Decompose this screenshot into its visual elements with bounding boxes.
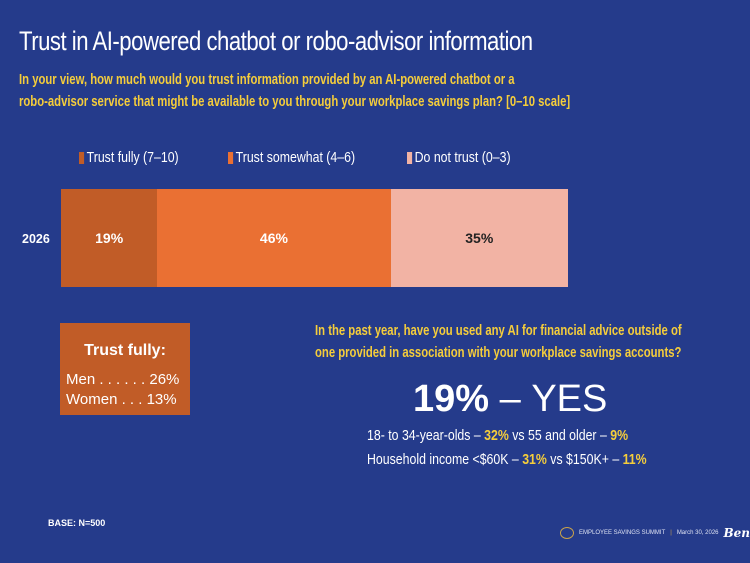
data-label: 35%: [465, 230, 494, 246]
headline-value: 19%: [413, 378, 490, 420]
bar-segment-2: 46%: [157, 189, 391, 287]
legend-swatch: [79, 152, 85, 164]
page-title: Trust in AI-powered chatbot or robo-advi…: [19, 26, 533, 56]
bar-segment-1: 19%: [61, 189, 158, 287]
trust-fully-heading: Trust fully:: [84, 342, 166, 359]
row-value: 13%: [146, 391, 177, 408]
legend-swatch: [407, 152, 413, 164]
question-line-2: robo-advisor service that might be avail…: [19, 94, 571, 110]
legend-label: Trust fully (7–10): [86, 150, 179, 166]
men-row: Men . . . . . . 26%: [66, 371, 179, 388]
stacked-bar: 19% 46% 35%: [61, 189, 568, 287]
income-stat: Household income <$60K – 31% vs $150K+ –…: [367, 452, 647, 468]
headline-stat: 19% – YES: [413, 378, 607, 421]
headline-label: YES: [531, 378, 608, 420]
stat-text: Household income <$60K –: [367, 452, 519, 468]
headline-dash: –: [499, 378, 521, 420]
footer-date: March 30, 2026: [676, 530, 719, 536]
bar-segment-3: 35%: [390, 189, 568, 287]
age-stat: 18- to 34-year-olds – 32% vs 55 and olde…: [367, 428, 628, 444]
legend-item-trust-fully: Trust fully (7–10): [79, 150, 179, 166]
footer-separator: |: [670, 530, 672, 536]
footer-event: EMPLOYEE SAVINGS SUMMIT: [579, 530, 666, 536]
stat-text: vs $150K+ –: [550, 452, 620, 468]
stat-value: 31%: [522, 452, 547, 468]
row-label: Men . . . . . .: [66, 371, 146, 388]
row-value: 26%: [149, 371, 180, 388]
legend-label: Trust somewhat (4–6): [235, 150, 356, 166]
stat-value: 32%: [484, 428, 509, 444]
stat-value: 11%: [622, 452, 647, 468]
stat-value: 9%: [610, 428, 629, 444]
benefits-logo: Benefits: [723, 526, 750, 540]
summit-logo-icon: [560, 527, 574, 539]
ai-question-line-1: In the past year, have you used any AI f…: [315, 323, 682, 339]
row-label: Women . . .: [66, 391, 143, 408]
women-row: Women . . . 13%: [66, 391, 177, 408]
data-label: 46%: [259, 230, 288, 246]
data-label: 19%: [95, 230, 124, 246]
legend-item-do-not-trust: Do not trust (0–3): [407, 150, 511, 166]
stat-text: 18- to 34-year-olds –: [367, 428, 481, 444]
stat-text: vs 55 and older –: [512, 428, 607, 444]
base-note: BASE: N=500: [48, 518, 106, 528]
legend-label: Do not trust (0–3): [414, 150, 511, 166]
legend-item-trust-somewhat: Trust somewhat (4–6): [228, 150, 355, 166]
ai-question-line-2: one provided in association with your wo…: [315, 345, 682, 361]
category-label-2026: 2026: [22, 232, 50, 246]
trust-fully-box: Trust fully: Men . . . . . . 26% Women .…: [60, 323, 190, 415]
question-line-1: In your view, how much would you trust i…: [19, 72, 515, 88]
footer: EMPLOYEE SAVINGS SUMMIT | March 30, 2026…: [560, 526, 750, 540]
legend-swatch: [228, 152, 234, 164]
